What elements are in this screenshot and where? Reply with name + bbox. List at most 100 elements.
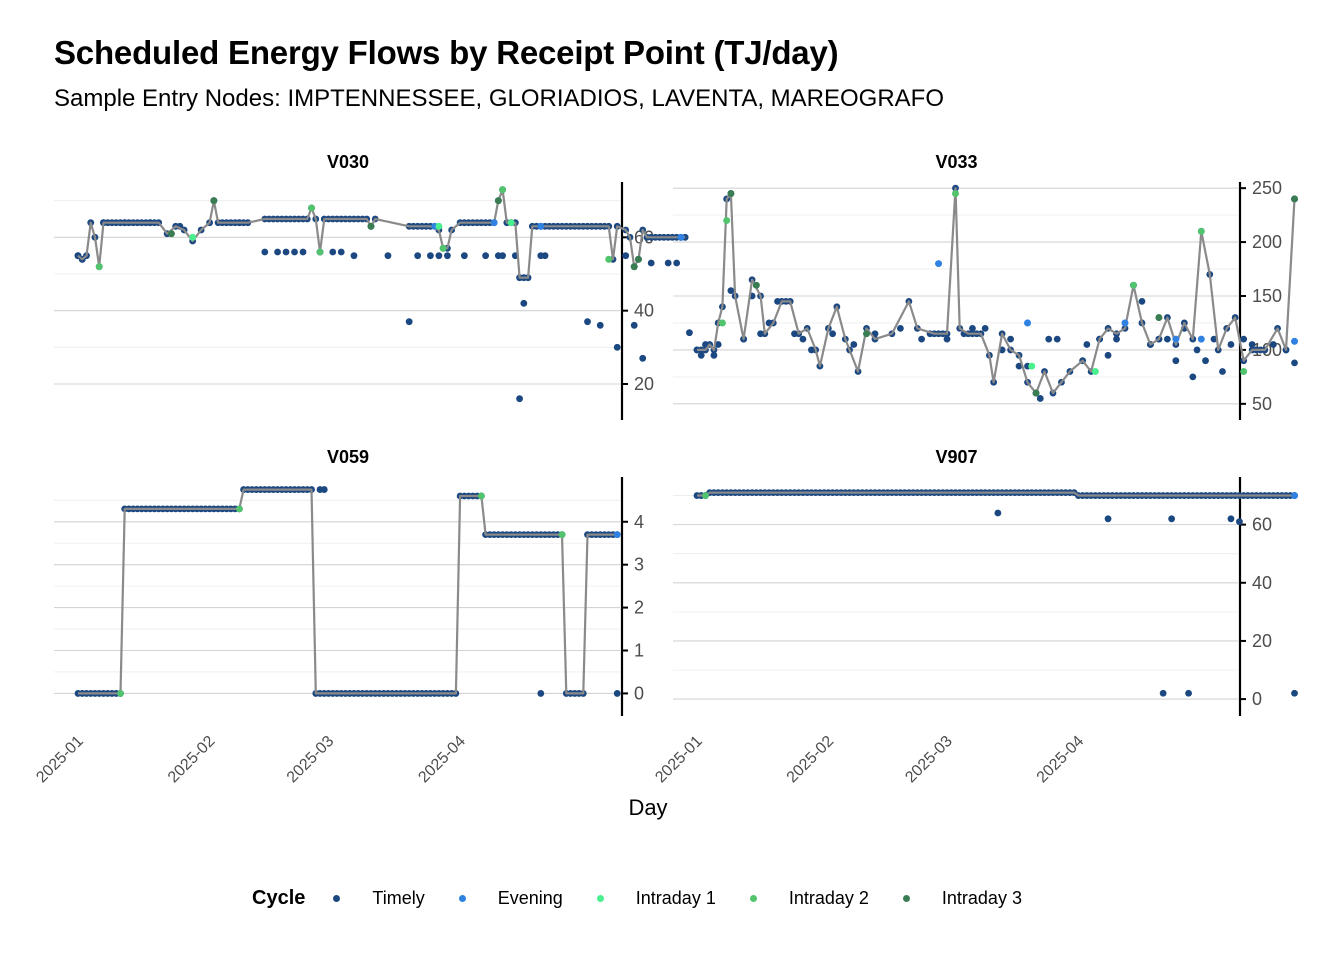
x-tick-label: 2025-01	[33, 733, 87, 787]
y-tick-label: 20	[1252, 631, 1272, 651]
data-point-timely	[799, 335, 807, 343]
data-point-timely	[710, 351, 718, 359]
x-axis-label: Day	[628, 795, 667, 820]
data-point-intraday-2	[719, 319, 726, 327]
panel-title: V059	[327, 447, 369, 467]
data-point-evening	[1197, 335, 1205, 343]
data-point-timely	[384, 252, 392, 260]
data-point-intraday-2	[117, 690, 124, 697]
data-point-timely	[460, 252, 468, 260]
data-point-timely	[537, 690, 545, 697]
data-point-intraday-2	[95, 263, 103, 271]
data-point-intraday-3	[1155, 314, 1163, 321]
y-tick-label: 3	[634, 555, 644, 575]
data-point-intraday-2	[235, 505, 243, 513]
data-point-intraday-2	[558, 531, 566, 539]
legend-item-timely: Timely	[333, 887, 425, 909]
data-point-timely	[1240, 335, 1248, 343]
data-point-timely	[714, 341, 722, 348]
legend-item-evening: Evening	[458, 887, 563, 909]
y-tick-label: 60	[1252, 515, 1272, 535]
data-point-intraday-2	[316, 248, 324, 256]
legend-swatch-intraday-1	[596, 894, 604, 902]
data-point-timely	[350, 252, 358, 260]
y-tick-label: 200	[1252, 232, 1282, 252]
data-point-timely	[414, 252, 422, 260]
legend-swatch-evening	[458, 894, 466, 902]
legend-label-evening: Evening	[497, 887, 563, 908]
data-point-timely	[630, 321, 638, 329]
data-point-timely	[613, 690, 621, 697]
y-tick-label: 40	[634, 301, 654, 321]
data-point-evening	[490, 219, 498, 227]
data-point-evening	[1172, 335, 1180, 343]
data-point-intraday-1	[507, 219, 515, 227]
data-point-timely	[994, 509, 1002, 517]
data-point-timely	[969, 324, 976, 332]
x-tick-label: 2025-01	[652, 733, 706, 787]
data-point-intraday-3	[863, 330, 870, 338]
data-point-timely	[850, 341, 858, 348]
data-point-timely	[1210, 335, 1218, 343]
legend: Cycle Timely Evening Intraday 1 Intraday…	[252, 884, 1056, 912]
legend-label-intraday-2: Intraday 2	[788, 887, 869, 908]
data-point-timely	[622, 252, 630, 260]
data-point-timely	[727, 287, 735, 295]
data-point-intraday-2	[702, 492, 709, 499]
legend-item-intraday-2: Intraday 2	[749, 887, 869, 909]
data-point-intraday-2	[723, 217, 731, 224]
data-point-timely	[320, 486, 328, 493]
data-point-evening	[613, 531, 621, 539]
data-point-intraday-3	[635, 255, 642, 263]
data-point-timely	[291, 248, 298, 256]
legend-item-intraday-1: Intraday 1	[596, 888, 716, 909]
data-point-timely	[1045, 335, 1053, 343]
data-point-intraday-3	[727, 190, 735, 197]
data-point-timely	[499, 252, 506, 260]
data-point-timely	[584, 318, 591, 326]
data-point-timely	[274, 248, 281, 256]
data-point-timely	[1248, 341, 1256, 348]
data-point-evening	[1024, 319, 1031, 327]
y-tick-label: 150	[1252, 286, 1282, 306]
x-tick-label: 2025-02	[165, 733, 219, 787]
panel-title: V030	[327, 152, 369, 172]
data-point-timely	[427, 252, 434, 260]
data-point-timely	[897, 324, 904, 332]
y-tick-label: 20	[634, 374, 654, 394]
data-point-intraday-1	[435, 222, 443, 230]
data-point-timely	[1236, 518, 1243, 526]
data-point-intraday-3	[367, 222, 375, 230]
data-point-timely	[1168, 515, 1176, 523]
data-point-timely	[596, 321, 604, 329]
y-tick-label: 250	[1252, 178, 1282, 198]
data-point-timely	[1083, 341, 1091, 348]
data-point-timely	[664, 259, 672, 267]
data-point-timely	[639, 354, 647, 362]
data-point-timely	[435, 252, 443, 260]
data-point-timely	[329, 248, 337, 256]
data-point-intraday-2	[499, 186, 506, 194]
y-tick-label: 1	[634, 641, 644, 661]
data-point-timely	[647, 259, 655, 267]
panel-title: V033	[935, 152, 977, 172]
data-point-timely	[1291, 359, 1298, 367]
data-point-timely	[516, 395, 523, 403]
data-point-timely	[520, 299, 528, 307]
data-point-timely	[943, 335, 951, 343]
data-point-intraday-2	[308, 204, 315, 212]
series-line	[77, 188, 686, 279]
data-point-timely	[918, 335, 925, 343]
data-point-timely	[299, 248, 307, 256]
data-point-intraday-1	[1028, 362, 1036, 370]
panel-v907: V907 0 20 40 60 2025-01 2025-02 2025-03 2025-04	[652, 447, 1298, 786]
data-point-evening	[1121, 319, 1129, 327]
panel-v033: V03350100150200250	[673, 152, 1298, 420]
data-point-evening	[1291, 337, 1298, 345]
data-point-intraday-2	[1130, 281, 1137, 289]
legend-label-timely: Timely	[372, 887, 425, 908]
x-tick-label: 2025-03	[284, 733, 338, 787]
panel-v059: V059 0 1 2 3 4 2025-01 2025-02 2025-03 2025-04	[33, 447, 644, 786]
data-point-timely	[1189, 373, 1197, 381]
data-point-intraday-2	[1240, 368, 1248, 375]
